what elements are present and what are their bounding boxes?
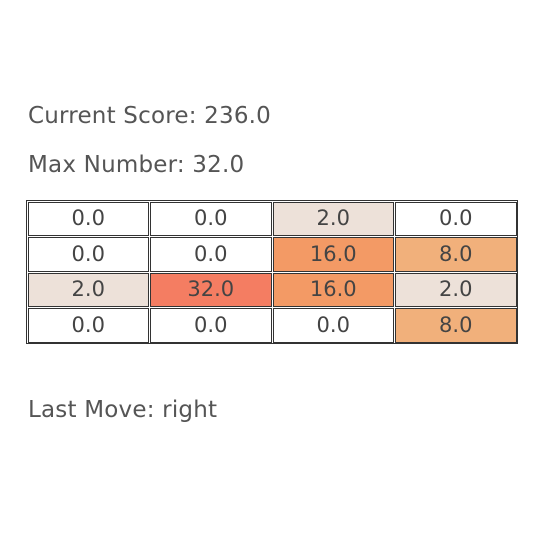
last-move-label: Last Move: right [28,397,218,423]
board-cell-r1-c1: 0.0 [150,237,272,272]
board-cell-r2-c0: 2.0 [27,272,149,307]
board-cell-r1-c2: 16.0 [272,237,394,272]
board-cell-r3-c0: 0.0 [27,308,149,343]
board-cell-r0-c0: 0.0 [27,201,149,236]
board-cell-r2-c3: 2.0 [395,272,517,307]
current-score-label: Current Score: 236.0 [28,103,272,129]
game-board: 0.0 0.0 2.0 0.0 0.0 0.0 16.0 8.0 2.0 32.0 16.0 2.0 0… [26,200,518,344]
board-cell-r0-c2: 2.0 [272,201,394,236]
board-cell-r0-c3: 0.0 [395,201,517,236]
board-cell-r3-c1: 0.0 [150,308,272,343]
board-cell-r3-c2: 0.0 [272,308,394,343]
board-cell-r2-c2: 16.0 [272,272,394,307]
max-number-label: Max Number: 32.0 [28,152,245,178]
board-cell-r1-c3: 8.0 [395,237,517,272]
board-cell-r1-c0: 0.0 [27,237,149,272]
board-cell-r3-c3: 8.0 [395,308,517,343]
board-cell-r2-c1: 32.0 [150,272,272,307]
board-cell-r0-c1: 0.0 [150,201,272,236]
